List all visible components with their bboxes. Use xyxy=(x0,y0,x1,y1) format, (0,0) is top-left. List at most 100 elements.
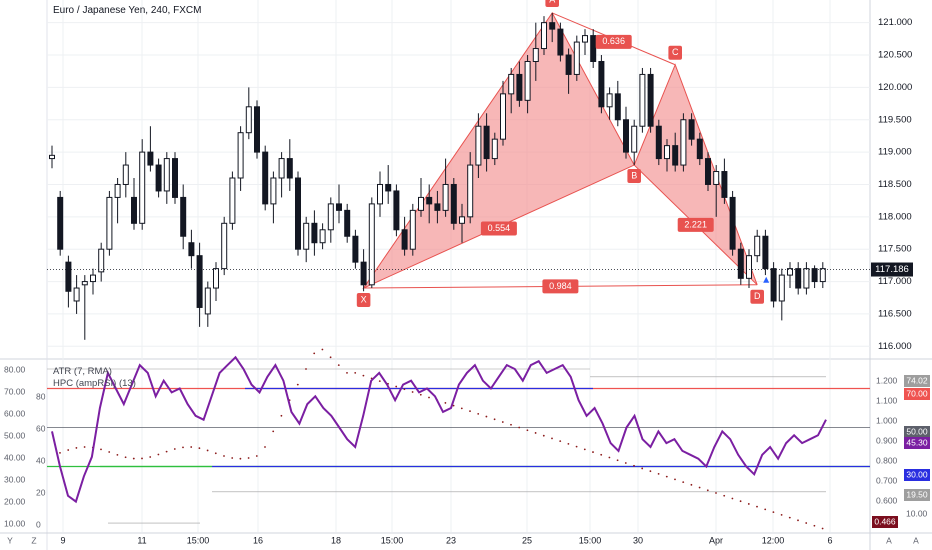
atr-dot xyxy=(321,348,324,351)
time-axis-label: 25 xyxy=(522,535,532,545)
atr-dot xyxy=(657,473,660,475)
atr-dot xyxy=(100,448,102,451)
candle-bullish xyxy=(606,93,613,108)
atr-dot xyxy=(59,451,61,454)
price-tick-label: 116.000 xyxy=(878,341,912,352)
atr-dot xyxy=(337,364,340,366)
time-axis-side-label: A xyxy=(913,535,919,545)
price-tick-label: 117.000 xyxy=(878,276,912,287)
atr-dot xyxy=(583,448,586,451)
candle-bearish xyxy=(590,35,597,62)
atr-dot xyxy=(518,426,521,429)
ind-badge-label: 19.50 xyxy=(906,489,928,499)
atr-dot xyxy=(395,385,398,388)
ind-inner-tick: 40 xyxy=(36,455,46,465)
time-axis-label: 18 xyxy=(331,535,341,545)
candle-bullish xyxy=(778,274,785,302)
last-price-label: 117.186 xyxy=(875,264,909,275)
candle-bearish xyxy=(426,196,433,205)
price-tick-label: 119.000 xyxy=(878,147,912,158)
candle-bullish xyxy=(213,268,219,289)
candle-bullish xyxy=(541,22,547,50)
candle-bearish xyxy=(705,158,711,185)
candle-bearish xyxy=(565,54,572,75)
candle-bullish xyxy=(819,268,826,283)
atr-dot xyxy=(616,459,619,462)
candle-bearish xyxy=(172,158,178,198)
atr-dot xyxy=(780,513,783,516)
pattern-point-x: X xyxy=(361,294,367,304)
ind-badge-label: 45.30 xyxy=(906,437,928,447)
hpc-legend[interactable]: HPC (ampRSI) (13) xyxy=(53,378,136,389)
ind-right-tick: 0.600 xyxy=(876,495,898,505)
candle-bearish xyxy=(352,235,359,263)
atr-dot xyxy=(501,421,504,423)
candle-bearish xyxy=(188,242,195,257)
atr-dot xyxy=(690,483,693,486)
candle-bullish xyxy=(278,158,285,179)
last-price-badge xyxy=(871,262,913,277)
atr-dot xyxy=(182,446,184,449)
candle-bullish xyxy=(327,203,334,231)
candle-bearish xyxy=(770,268,777,302)
ind-inner-tick: 80 xyxy=(36,391,46,401)
price-tick-label: 118.000 xyxy=(878,211,912,222)
time-axis-label: 15:00 xyxy=(381,535,404,545)
symbol-legend[interactable]: Euro / Japanese Yen, 240, FXCM xyxy=(53,5,202,16)
ind-badge-label: 74.02 xyxy=(906,375,928,385)
candle-bullish xyxy=(204,287,211,315)
candle-bullish xyxy=(229,177,236,224)
time-axis-side-label: A xyxy=(886,535,892,545)
pattern-point-c: C xyxy=(672,47,679,57)
atr-dot xyxy=(124,456,127,459)
ind-left-tick: 60.00 xyxy=(4,408,26,418)
atr-dot xyxy=(67,449,70,451)
atr-legend[interactable]: ATR (7, RMA) xyxy=(53,366,112,377)
candle-bearish xyxy=(147,151,154,166)
atr-dot xyxy=(214,452,217,455)
atr-dot xyxy=(649,470,652,473)
atr-dot xyxy=(198,447,201,450)
candle-bearish xyxy=(623,119,629,153)
atr-dot xyxy=(83,446,86,448)
pattern-point-x-box xyxy=(356,293,371,308)
atr-dot xyxy=(575,445,578,448)
ind-badge-label: 30.00 xyxy=(906,469,928,479)
ind-left-tick: 20.00 xyxy=(4,496,26,506)
signal-arrow-icon xyxy=(763,276,770,283)
atr-dot xyxy=(493,418,496,421)
ind-left-tick: 70.00 xyxy=(4,386,26,396)
candle-bullish xyxy=(237,132,244,179)
time-axis-label: 6 xyxy=(827,535,832,545)
time-axis-label: 12:00 xyxy=(762,535,785,545)
candle-bearish xyxy=(57,196,64,250)
candle-bearish xyxy=(155,164,162,192)
atr-dot xyxy=(641,467,644,470)
atr-dot xyxy=(788,516,791,519)
candle-bullish xyxy=(442,183,449,211)
ind-right-tick: 1.100 xyxy=(876,395,898,405)
atr-dot xyxy=(559,440,562,443)
ind-right-tick: 1.200 xyxy=(876,375,898,385)
candle-bearish xyxy=(795,268,802,289)
candle-bullish xyxy=(270,177,277,205)
ind-left-tick: 40.00 xyxy=(4,452,26,462)
candle-bearish xyxy=(762,235,769,270)
ind-badge-box xyxy=(904,437,930,449)
candle-bullish xyxy=(49,154,55,160)
candle-bullish xyxy=(532,48,539,62)
pattern-ratio-2: 2.221 xyxy=(684,219,707,229)
pattern-point-b-box xyxy=(627,169,641,184)
pattern-ratio-0-box xyxy=(595,34,632,49)
candle-bearish xyxy=(811,268,818,283)
atr-dot xyxy=(682,481,685,483)
ind-inner-tick: 60 xyxy=(36,423,46,433)
time-axis-label: 9 xyxy=(60,535,65,545)
candle-bearish xyxy=(688,119,695,140)
candle-bullish xyxy=(467,164,474,218)
atr-dot xyxy=(821,527,824,530)
atr-dot xyxy=(75,447,78,449)
price-tick-label: 121.000 xyxy=(878,17,912,28)
